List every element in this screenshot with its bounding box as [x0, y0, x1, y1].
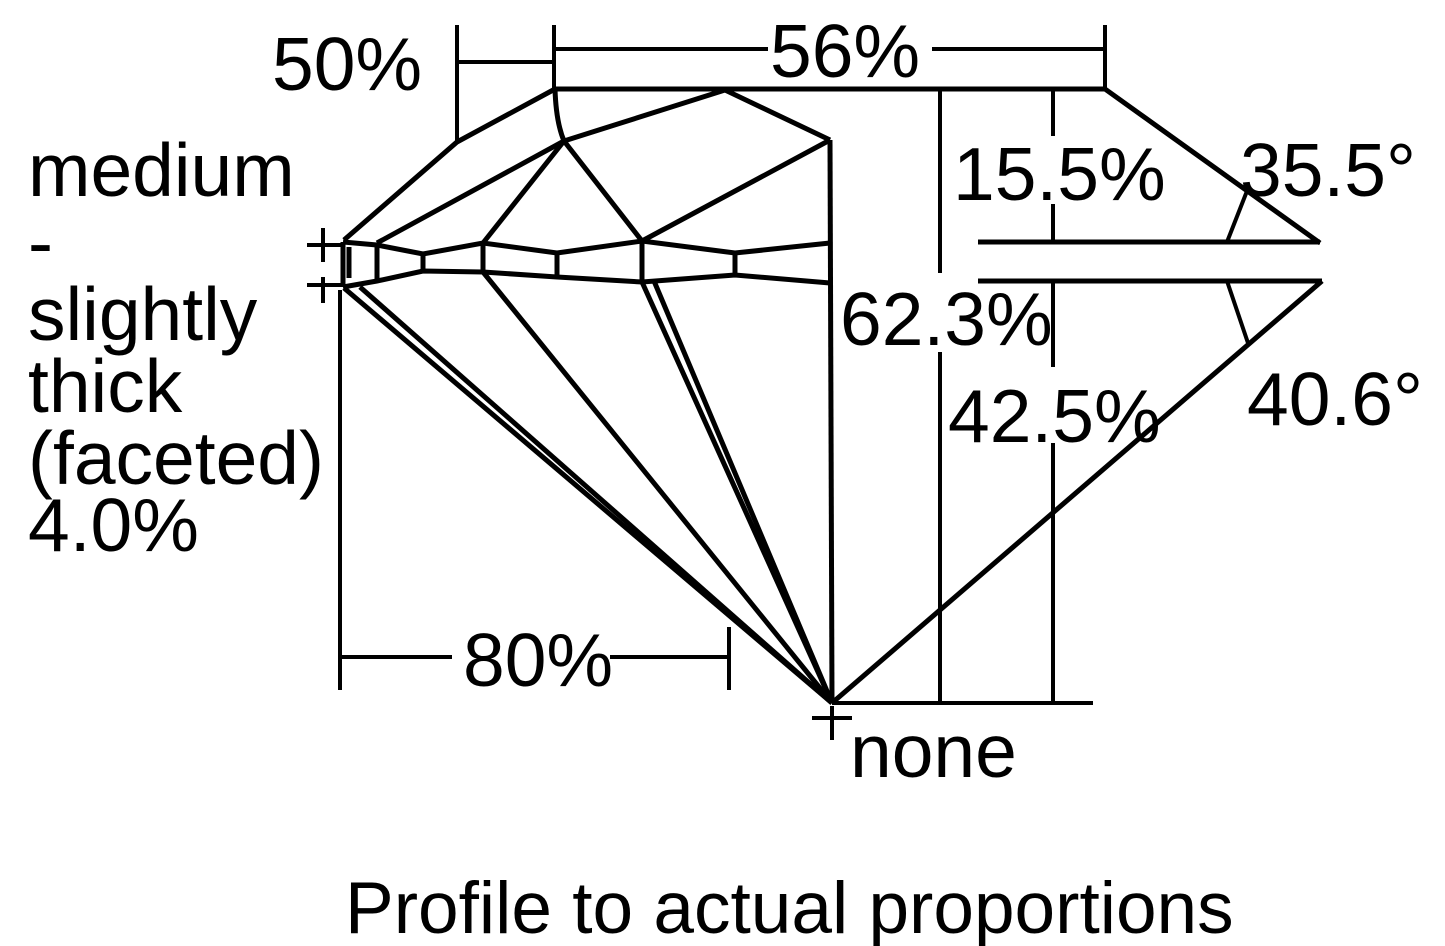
girdle-label-line-3: slightly [28, 272, 258, 356]
girdle-label-line-4: thick [28, 344, 183, 428]
girdle-label-line-2: - [28, 200, 53, 284]
lower-girdle-length-label: 80% [463, 618, 613, 702]
girdle-thickness-cross-bottom [307, 277, 341, 303]
girdle-label-line-1: medium [28, 128, 295, 212]
pavilion-fan-4 [651, 280, 835, 704]
crown-height-label: 15.5% [953, 132, 1166, 216]
star-facet-edges [563, 87, 832, 144]
pavilion-angle-chord [1225, 280, 1251, 347]
crown-right-slope [1103, 86, 1322, 246]
crown-fan-2 [481, 139, 566, 245]
girdle-lower-edge [342, 268, 831, 290]
girdle-label-line-6: 4.0% [28, 483, 199, 567]
girdle-label-line-5: (faceted) [28, 416, 324, 500]
crown-fan-4 [640, 137, 832, 244]
girdle-thickness-cross-top [307, 228, 341, 262]
pavilion-angle-label: 40.6° [1247, 357, 1423, 441]
culet-cross-mark [812, 706, 852, 740]
crown-angle-chord [1225, 190, 1249, 243]
diagram-caption: Profile to actual proportions [345, 868, 1234, 946]
crown-fan-3 [562, 139, 644, 243]
crown-facet-edge [552, 88, 567, 142]
girdle-facet-dividers [346, 241, 738, 282]
measurement-labels: 50% 56% 15.5% 35.5° 62.3% 42.5% 40.6° 80… [272, 9, 1423, 793]
center-vertical [827, 139, 835, 704]
table-width-label: 56% [770, 9, 920, 93]
culet-size-label: none [850, 709, 1017, 793]
total-depth-label: 62.3% [840, 277, 1053, 361]
pavilion-fan-2 [481, 270, 834, 705]
diamond-profile-outline [340, 86, 1324, 705]
pavilion-depth-label: 42.5% [948, 374, 1161, 458]
crown-angle-label: 35.5° [1240, 128, 1416, 212]
dimension-lines [307, 25, 1251, 740]
pavilion-fan-1 [358, 285, 834, 705]
star-length-label: 50% [272, 22, 422, 106]
girdle-thickness-label: medium - slightly thick (faceted) 4.0% [28, 128, 324, 567]
pavilion-right-slope [830, 279, 1324, 705]
crown-fan-1 [375, 138, 566, 246]
girdle-upper-edge [342, 238, 831, 257]
